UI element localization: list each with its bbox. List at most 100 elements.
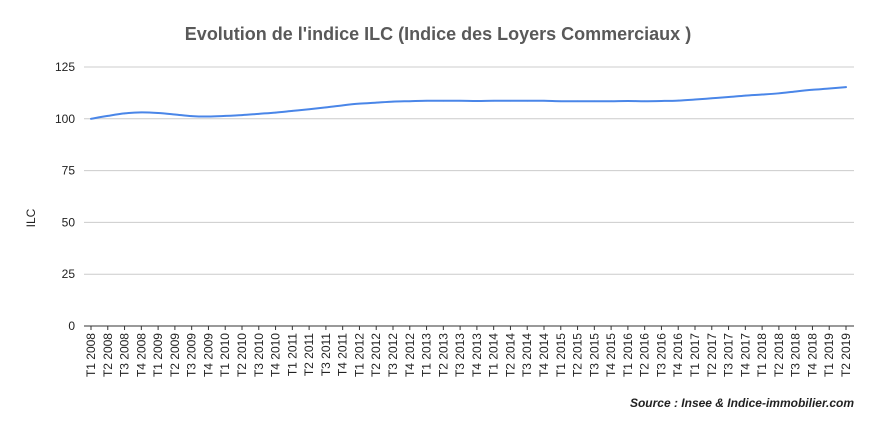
data-point bbox=[140, 111, 143, 114]
data-point bbox=[257, 113, 260, 115]
x-tick-label: T3 2013 bbox=[453, 333, 467, 377]
data-point bbox=[794, 90, 797, 93]
data-point bbox=[442, 99, 445, 102]
x-tick-label: T1 2010 bbox=[218, 333, 232, 377]
x-tick-label: T2 2019 bbox=[839, 333, 853, 377]
x-tick-label: T2 2018 bbox=[772, 333, 786, 377]
series-layer bbox=[90, 86, 847, 120]
x-tick-label: T1 2008 bbox=[84, 333, 98, 377]
data-point bbox=[509, 99, 512, 102]
x-tick-label: T2 2010 bbox=[235, 333, 249, 377]
data-point bbox=[643, 100, 646, 102]
x-tick-label: T4 2017 bbox=[738, 333, 752, 377]
data-point bbox=[106, 115, 109, 117]
x-tick-label: T3 2018 bbox=[789, 333, 803, 377]
chart-title: Evolution de l'indice ILC (Indice des Lo… bbox=[185, 24, 691, 44]
x-tick-label: T2 2014 bbox=[503, 333, 517, 377]
x-tick-label: T4 2012 bbox=[403, 333, 417, 377]
data-point bbox=[576, 100, 579, 102]
x-tick-label: T1 2018 bbox=[755, 333, 769, 377]
x-tick-label: T3 2017 bbox=[722, 333, 736, 377]
data-point bbox=[392, 100, 394, 103]
y-tick-label: 75 bbox=[62, 164, 76, 178]
x-tick-label: T3 2012 bbox=[386, 333, 400, 377]
data-point bbox=[224, 115, 227, 117]
x-tick-label: T1 2011 bbox=[285, 333, 299, 376]
data-point bbox=[627, 100, 629, 102]
x-tick-label: T2 2016 bbox=[638, 333, 652, 377]
x-tick-label: T2 2012 bbox=[369, 333, 383, 377]
data-point bbox=[241, 114, 243, 116]
x-axis-ticks: T1 2008 T2 2008 T3 2008 T4 2008 T1 2009 T2 20… bbox=[84, 326, 853, 377]
x-tick-label: T4 2008 bbox=[134, 333, 148, 377]
x-tick-label: T1 2009 bbox=[151, 333, 165, 377]
data-point bbox=[710, 97, 713, 100]
x-tick-label: T1 2012 bbox=[352, 333, 366, 377]
data-point bbox=[660, 100, 663, 102]
data-point bbox=[274, 111, 277, 114]
data-point bbox=[761, 93, 763, 96]
x-tick-label: T2 2015 bbox=[571, 333, 585, 377]
data-point bbox=[207, 115, 210, 118]
data-point bbox=[190, 115, 193, 117]
x-tick-label: T4 2009 bbox=[201, 333, 215, 377]
source-note: Source : Insee & Indice-immobilier.com bbox=[630, 396, 854, 410]
x-tick-label: T1 2014 bbox=[487, 333, 501, 377]
x-tick-label: T4 2010 bbox=[269, 333, 283, 377]
x-tick-label: T4 2015 bbox=[604, 333, 618, 377]
data-point bbox=[727, 96, 730, 98]
x-tick-label: T1 2013 bbox=[420, 333, 434, 377]
data-point bbox=[174, 113, 176, 116]
x-tick-label: T4 2011 bbox=[336, 333, 350, 376]
x-tick-label: T3 2016 bbox=[654, 333, 668, 377]
x-tick-label: T3 2009 bbox=[185, 333, 199, 377]
data-point bbox=[408, 100, 411, 102]
data-point bbox=[90, 118, 92, 120]
data-point bbox=[425, 99, 428, 102]
x-tick-label: T3 2011 bbox=[319, 333, 333, 376]
data-point bbox=[526, 99, 529, 102]
y-tick-label: 25 bbox=[62, 267, 76, 281]
x-tick-label: T1 2019 bbox=[822, 333, 836, 377]
x-tick-label: T4 2013 bbox=[470, 333, 484, 377]
series-line-0 bbox=[90, 86, 847, 120]
gridlines bbox=[84, 66, 854, 327]
data-point bbox=[744, 94, 747, 97]
data-point bbox=[459, 99, 461, 102]
data-point bbox=[610, 100, 612, 102]
data-point bbox=[308, 108, 310, 111]
data-point bbox=[492, 99, 495, 102]
y-axis-ticks: 0 25 50 75 100 125 bbox=[55, 60, 75, 333]
data-point bbox=[677, 99, 680, 102]
x-tick-label: T3 2008 bbox=[118, 333, 132, 377]
data-point bbox=[694, 98, 696, 101]
x-tick-label: T3 2015 bbox=[587, 333, 601, 377]
y-tick-label: 0 bbox=[68, 319, 75, 333]
data-point bbox=[476, 100, 478, 102]
x-tick-label: T1 2016 bbox=[621, 333, 635, 377]
data-point bbox=[828, 87, 831, 90]
data-point bbox=[778, 92, 780, 95]
data-point bbox=[543, 99, 545, 102]
x-tick-label: T3 2014 bbox=[520, 333, 534, 377]
x-tick-label: T2 2017 bbox=[705, 333, 719, 377]
data-point bbox=[123, 112, 126, 115]
data-point bbox=[375, 101, 378, 104]
data-point bbox=[845, 86, 847, 88]
data-point bbox=[358, 102, 361, 105]
x-tick-label: T3 2010 bbox=[252, 333, 266, 377]
y-tick-label: 125 bbox=[55, 60, 75, 74]
data-point bbox=[325, 106, 327, 109]
data-point bbox=[559, 100, 562, 102]
data-point bbox=[341, 104, 344, 107]
data-point bbox=[157, 112, 159, 114]
y-tick-label: 100 bbox=[55, 112, 75, 126]
x-tick-label: T1 2017 bbox=[688, 333, 702, 377]
y-tick-label: 50 bbox=[62, 215, 76, 229]
x-tick-label: T2 2009 bbox=[168, 333, 182, 377]
x-tick-label: T4 2014 bbox=[537, 333, 551, 377]
x-tick-label: T4 2016 bbox=[671, 333, 685, 377]
x-tick-label: T2 2011 bbox=[302, 333, 316, 376]
